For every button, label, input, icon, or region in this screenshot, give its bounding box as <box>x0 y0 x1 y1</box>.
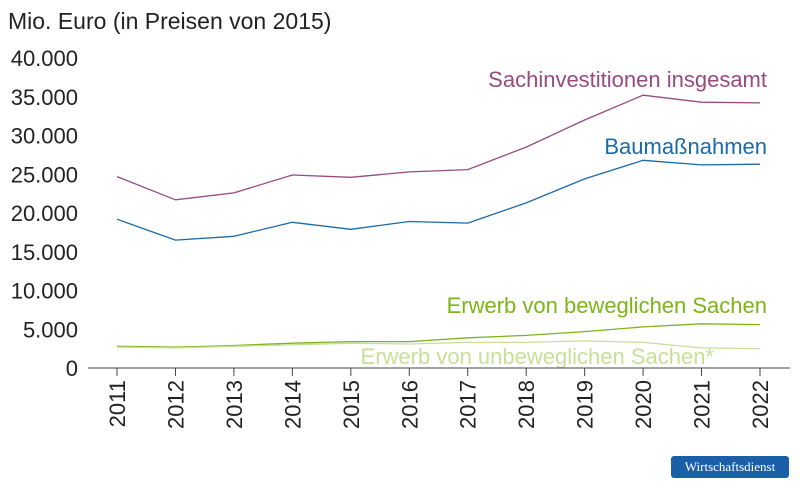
x-tick-label: 2021 <box>690 380 715 429</box>
series-line-1 <box>116 94 761 201</box>
x-tick-label: 2012 <box>163 380 188 429</box>
x-tick-label: 2016 <box>397 380 422 429</box>
series-line-2 <box>116 159 761 241</box>
series-label-4: Erwerb von unbeweglichen Sachen* <box>361 344 715 369</box>
x-tick-label: 2011 <box>105 380 130 427</box>
series-labels: Sachinvestitionen insgesamt Baumaßnahmen E… <box>361 67 767 369</box>
y-axis-unit-label: Mio. Euro (in Preisen von 2015) <box>8 8 332 34</box>
y-tick-label: 15.000 <box>11 240 78 265</box>
x-tick-label: 2013 <box>222 380 247 429</box>
series-line-4 <box>116 340 761 350</box>
y-tick-label: 25.000 <box>11 162 78 187</box>
x-axis-ticks: 2011 2012 2013 2014 2015 2016 2017 2018 2019 2020… <box>105 368 773 429</box>
x-tick-label: 2014 <box>280 380 305 429</box>
x-tick-label: 2018 <box>514 380 539 429</box>
x-tick-label: 2020 <box>631 380 656 429</box>
series-lines <box>116 94 761 350</box>
wirtschaftsdienst-logo: Wirtschaftsdienst <box>671 456 789 478</box>
y-tick-label: 5.000 <box>23 317 78 342</box>
series-line-3 <box>116 323 761 348</box>
series-label-2: Baumaßnahmen <box>604 134 767 159</box>
series-label-3: Erwerb von beweglichen Sachen <box>447 293 767 318</box>
y-tick-label: 0 <box>66 356 78 381</box>
y-tick-label: 35.000 <box>11 85 78 110</box>
y-axis-ticks: 0 5.000 10.000 15.000 20.000 25.000 30.000 35.0… <box>11 46 78 381</box>
y-tick-label: 20.000 <box>11 201 78 226</box>
x-tick-label: 2022 <box>748 380 773 429</box>
x-tick-label: 2019 <box>573 380 598 429</box>
y-tick-label: 30.000 <box>11 124 78 149</box>
y-tick-label: 40.000 <box>11 46 78 71</box>
y-tick-label: 10.000 <box>11 279 78 304</box>
x-tick-label: 2017 <box>456 380 481 429</box>
series-label-1: Sachinvestitionen insgesamt <box>488 67 767 92</box>
x-tick-label: 2015 <box>339 380 364 429</box>
